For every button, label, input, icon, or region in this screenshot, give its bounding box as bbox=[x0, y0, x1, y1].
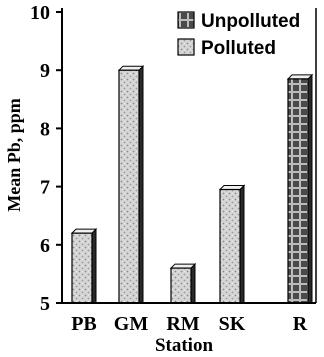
x-tick-label: PB bbox=[71, 313, 97, 335]
bar-sk bbox=[218, 184, 246, 304]
x-tick-label: SK bbox=[219, 313, 246, 335]
bar-pb bbox=[70, 227, 98, 304]
bar-top bbox=[70, 228, 98, 234]
bar-rm bbox=[169, 262, 197, 304]
legend-swatch bbox=[177, 38, 195, 56]
y-ticks-group: 5 6 7 8 9 10 bbox=[30, 2, 62, 315]
bars-group bbox=[70, 64, 314, 304]
y-tick-label: 8 bbox=[40, 118, 50, 140]
legend-item-polluted: Polluted bbox=[177, 38, 276, 59]
bar-side bbox=[190, 262, 196, 304]
bar-front bbox=[118, 69, 140, 304]
legend-swatch bbox=[177, 11, 195, 29]
bar-side bbox=[307, 73, 313, 304]
bar-front bbox=[170, 267, 192, 304]
y-tick-label: 6 bbox=[40, 235, 50, 257]
x-ticks-group: PB GM RM SK R bbox=[71, 313, 308, 335]
bar-gm bbox=[117, 64, 145, 304]
bar-top bbox=[117, 65, 145, 71]
legend: Unpolluted Polluted bbox=[177, 11, 300, 59]
legend-label: Polluted bbox=[201, 38, 276, 59]
bar-r bbox=[286, 73, 314, 304]
bar-side bbox=[138, 64, 144, 304]
bar-front bbox=[287, 78, 309, 304]
legend-item-unpolluted: Unpolluted bbox=[177, 11, 300, 32]
x-axis-label: Station bbox=[155, 335, 214, 356]
bar-front bbox=[219, 188, 241, 304]
y-tick-label: 5 bbox=[40, 293, 50, 315]
x-tick-label: R bbox=[293, 313, 308, 335]
legend-label: Unpolluted bbox=[201, 11, 300, 32]
x-tick-label: RM bbox=[166, 313, 199, 335]
x-tick-label: GM bbox=[114, 313, 149, 335]
y-tick-label: 9 bbox=[40, 60, 50, 82]
y-axis-label: Mean Pb, ppm bbox=[4, 98, 24, 212]
y-tick-label: 7 bbox=[40, 177, 50, 199]
bar-side bbox=[239, 184, 245, 304]
y-tick-label: 10 bbox=[30, 2, 50, 24]
bar-front bbox=[71, 232, 93, 304]
bar-top bbox=[218, 185, 246, 191]
